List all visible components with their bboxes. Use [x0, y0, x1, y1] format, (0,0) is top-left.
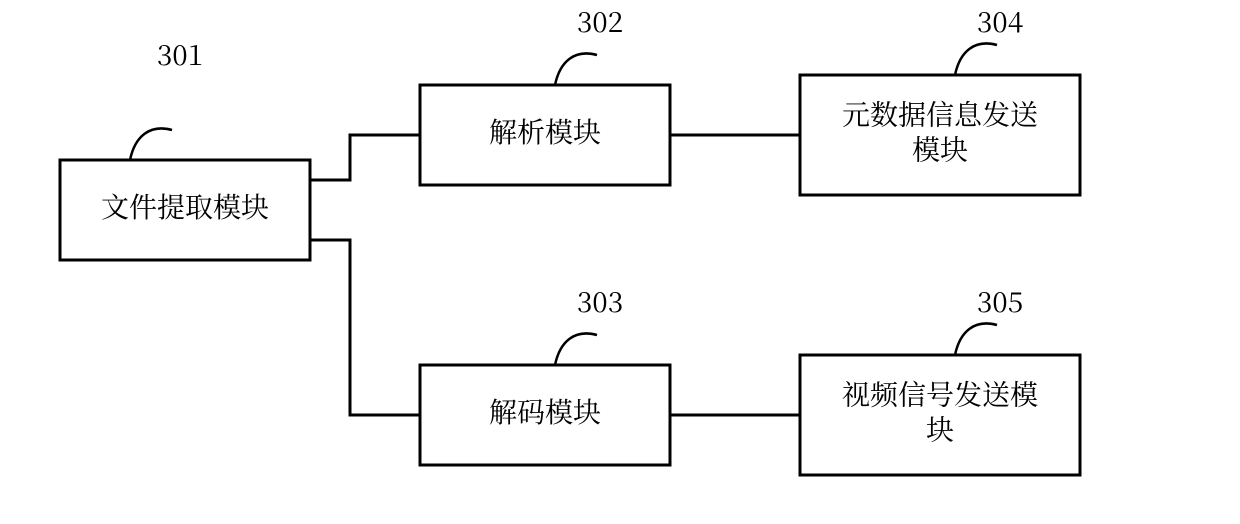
- callout-label-n301: 301: [157, 34, 203, 74]
- node-n302-label-line-0: 解析模块: [489, 111, 601, 151]
- node-n301: 文件提取模块 301: [60, 34, 310, 260]
- node-n304-label-line-0: 元数据信息发送: [842, 94, 1038, 134]
- node-n304-label-line-1: 模块: [912, 129, 968, 169]
- node-n305: 视频信号发送模块 305: [800, 281, 1080, 475]
- node-n304: 元数据信息发送模块 304: [800, 1, 1080, 195]
- node-n303-label-line-0: 解码模块: [489, 391, 601, 431]
- callout-label-n305: 305: [977, 281, 1023, 321]
- node-n303: 解码模块 303: [420, 281, 670, 465]
- node-n302: 解析模块 302: [420, 1, 670, 185]
- callout-swoosh-n301: [130, 128, 172, 160]
- callout-label-n303: 303: [577, 281, 623, 321]
- node-n305-label-line-1: 块: [926, 409, 954, 449]
- callout-label-n304: 304: [977, 1, 1023, 41]
- callout-swoosh-n303: [555, 333, 597, 365]
- callout-label-n302: 302: [577, 1, 623, 41]
- callout-swoosh-n304: [955, 43, 997, 75]
- node-n301-label-line-0: 文件提取模块: [101, 186, 269, 226]
- edge-n301-n303: [310, 240, 420, 415]
- node-n305-label-line-0: 视频信号发送模: [842, 374, 1038, 414]
- flowchart-diagram: 文件提取模块 301 解析模块 302 解码模块 303 元数据信息发送模块 304 视频信号发…: [0, 0, 1240, 524]
- edge-n301-n302: [310, 135, 420, 180]
- callout-swoosh-n302: [555, 53, 597, 85]
- callout-swoosh-n305: [955, 323, 997, 355]
